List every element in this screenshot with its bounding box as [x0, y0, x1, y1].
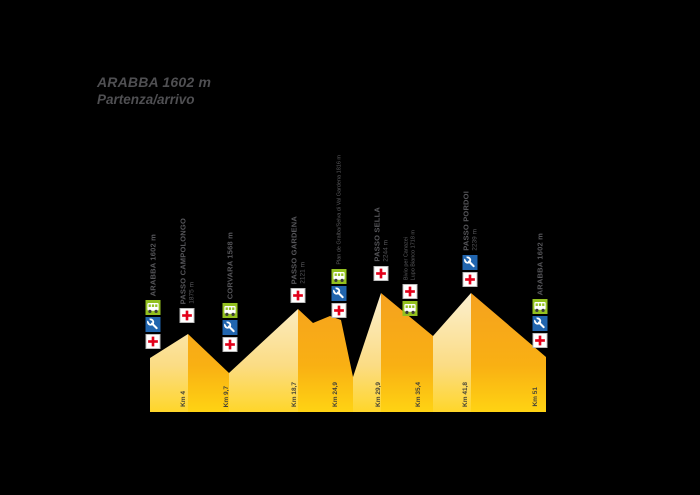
- station-passo-gardena: PASSO GARDENA 2121 m: [290, 216, 307, 303]
- station-passo-sella: PASSO SELLA 2244 m: [373, 207, 390, 281]
- station-name: PASSO SELLA: [372, 207, 382, 262]
- station-name: PASSO GARDENA: [289, 215, 299, 284]
- wrench-icon: [331, 286, 347, 301]
- station-label-passo-gardena: PASSO GARDENA 2121 m: [290, 216, 307, 284]
- station-label-plan-de-gralba: Plan de Gralba/Selva di Val Gardena 1816…: [336, 155, 342, 265]
- station-label-passo-campolongo: PASSO CAMPOLONGO 1875 m: [179, 218, 196, 304]
- campolongo-dark-face: [188, 334, 229, 412]
- cross-icon: [331, 303, 347, 318]
- bus-icon: [331, 269, 347, 284]
- cross-icon: [145, 334, 161, 349]
- wrench-icon: [532, 316, 548, 331]
- title-block: ARABBA 1602 m Partenza/arrivo: [97, 74, 211, 108]
- station-label-passo-pordoi: PASSO PORDOI 2239 m: [462, 191, 479, 251]
- bus-icon: [145, 300, 161, 315]
- pordoi-light-face: [433, 293, 471, 412]
- sella-dark-face: [381, 293, 433, 412]
- station-label-corvara: CORVARA 1568 m: [226, 232, 235, 299]
- station-label-arabba-end: ARABBA 1602 m: [536, 233, 545, 295]
- sella-light-face: [353, 293, 381, 412]
- wrench-icon: [222, 320, 238, 335]
- cross-icon: [462, 272, 478, 287]
- station-name: PASSO CAMPOLONGO: [178, 217, 188, 304]
- station-label-passo-sella: PASSO SELLA 2244 m: [373, 207, 390, 262]
- cross-icon: [222, 337, 238, 352]
- gardena-light-face: [229, 309, 298, 412]
- cross-icon: [290, 288, 306, 303]
- station-altitude: 1875 m: [188, 282, 196, 304]
- station-altitude: 2244 m: [382, 240, 390, 262]
- station-note-line: Plan de Gralba/Selva di Val Gardena 1816…: [336, 155, 342, 265]
- cross-icon: [179, 308, 195, 323]
- station-altitude: 2121 m: [299, 262, 307, 284]
- station-name: PASSO PORDOI: [461, 191, 471, 251]
- cross-icon: [373, 266, 389, 281]
- bus-icon: [532, 299, 548, 314]
- station-plan-de-gralba: Plan de Gralba/Selva di Val Gardena 1816…: [331, 155, 347, 318]
- station-passo-campolongo: PASSO CAMPOLONGO 1875 m: [179, 218, 196, 323]
- gardena-dark-face: [298, 309, 353, 412]
- bus-icon: [222, 303, 238, 318]
- campolongo-light-face: [150, 334, 188, 412]
- station-name: ARABBA 1602 m: [535, 232, 545, 295]
- station-lupo-bianco: Bivio per Canazei Lupo Bianco 1718 m: [402, 230, 418, 316]
- cross-icon: [532, 333, 548, 348]
- station-name: CORVARA 1568 m: [225, 231, 235, 299]
- station-note-line: Lupo Bianco 1718 m: [410, 229, 417, 280]
- station-altitude: 2239 m: [471, 229, 479, 251]
- station-arabba-start: ARABBA 1602 m: [145, 234, 161, 349]
- station-name: ARABBA 1602 m: [148, 233, 158, 296]
- bus-icon: [402, 301, 418, 316]
- station-corvara: CORVARA 1568 m: [222, 232, 238, 352]
- station-label-lupo-bianco: Bivio per Canazei Lupo Bianco 1718 m: [404, 230, 417, 280]
- title-subtitle: Partenza/arrivo: [97, 91, 195, 107]
- cross-icon: [402, 284, 418, 299]
- wrench-icon: [145, 317, 161, 332]
- station-passo-pordoi: PASSO PORDOI 2239 m: [462, 191, 479, 287]
- wrench-icon: [462, 255, 478, 270]
- station-note-line: Bivio per Canazei: [403, 236, 410, 280]
- station-label-arabba-start: ARABBA 1602 m: [149, 234, 158, 296]
- pordoi-dark-face: [471, 293, 546, 412]
- title-start-location: ARABBA 1602 m: [97, 74, 212, 90]
- station-arabba-end: ARABBA 1602 m: [532, 233, 548, 348]
